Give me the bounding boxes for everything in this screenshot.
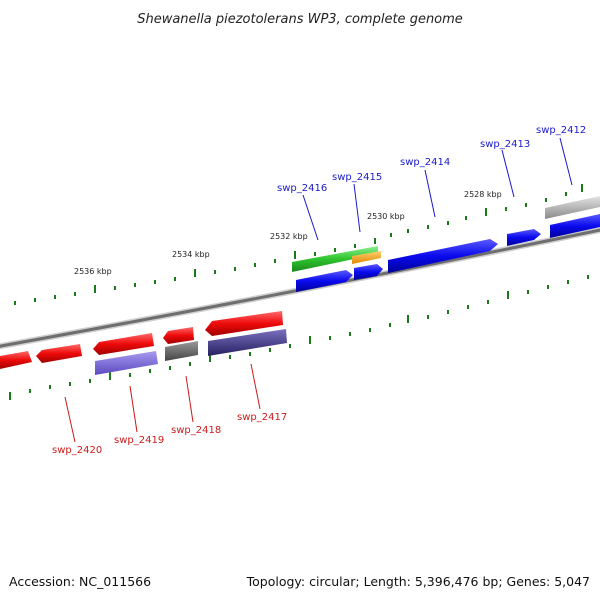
gene-swp-2421[interactable] [0, 351, 32, 369]
gene-label-swp-2413[interactable]: swp_2413 [480, 139, 530, 150]
gene-label-swp-2412[interactable]: swp_2412 [536, 125, 586, 136]
gene-swp-2417[interactable] [205, 311, 283, 336]
accession-text: Accession: NC_011566 [9, 574, 151, 589]
feature-swp-2416-green[interactable] [292, 246, 378, 272]
outer-ticks [14, 184, 583, 305]
inner-ticks [9, 275, 589, 400]
genome-summary-text: Topology: circular; Length: 5,396,476 bp… [246, 574, 590, 589]
gene-label-swp-2420[interactable]: swp_2420 [52, 445, 102, 456]
gene-label-swp-2415[interactable]: swp_2415 [332, 172, 382, 183]
feature-swp-2415-orange[interactable] [352, 251, 381, 264]
gene-swp-2415[interactable] [354, 264, 383, 280]
feature-swp-2417-purple[interactable] [208, 329, 287, 356]
gene-swp-2418[interactable] [163, 327, 194, 344]
gene-swp-2416[interactable] [296, 270, 353, 292]
reverse-callouts [64, 363, 261, 443]
scale-label-2532: 2532 kbp [270, 232, 308, 241]
gene-label-swp-2418[interactable]: swp_2418 [171, 425, 221, 436]
gene-label-swp-2416[interactable]: swp_2416 [277, 183, 327, 194]
gene-swp-2413[interactable] [507, 229, 541, 246]
gene-swp-2419[interactable] [93, 333, 154, 355]
scale-label-2528: 2528 kbp [464, 190, 502, 199]
forward-features [292, 196, 600, 292]
map-title: Shewanella piezotolerans WP3, complete g… [137, 12, 463, 27]
feature-swp-2412-gray[interactable] [545, 196, 600, 219]
forward-callouts [302, 137, 573, 241]
gene-swp-2412[interactable] [550, 214, 600, 238]
gene-label-swp-2417[interactable]: swp_2417 [237, 412, 287, 423]
scale-label-2534: 2534 kbp [172, 250, 210, 259]
scale-label-2536: 2536 kbp [74, 267, 112, 276]
gene-label-swp-2419[interactable]: swp_2419 [114, 435, 164, 446]
gene-label-swp-2414[interactable]: swp_2414 [400, 157, 450, 168]
gene-swp-2420[interactable] [36, 344, 82, 363]
feature-swp-2418-gray[interactable] [165, 341, 198, 361]
reverse-features [0, 311, 287, 375]
gene-swp-2414[interactable] [388, 239, 498, 273]
feature-swp-2419-purple[interactable] [95, 351, 158, 375]
scale-label-2530: 2530 kbp [367, 212, 405, 221]
